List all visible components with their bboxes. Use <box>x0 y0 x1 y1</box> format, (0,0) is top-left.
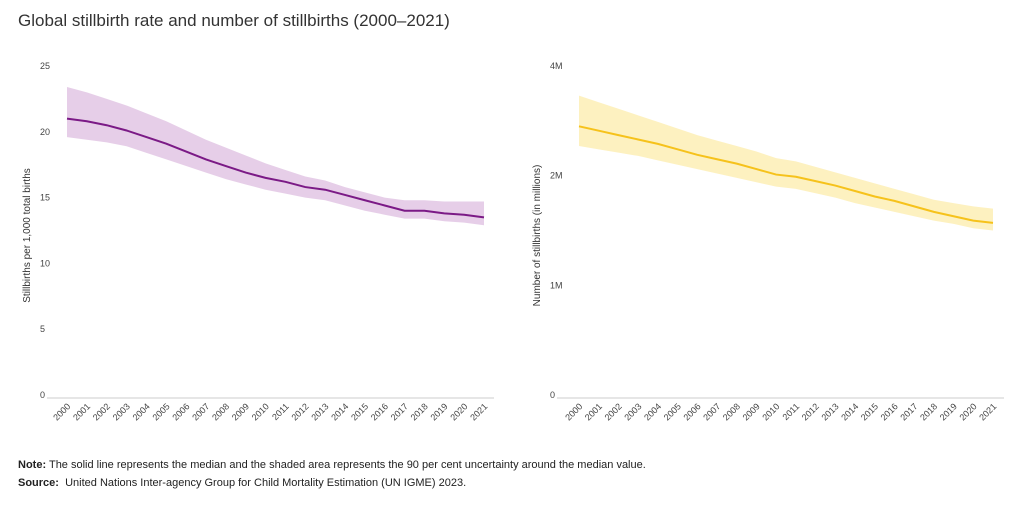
x-tick-label: 2011 <box>270 401 291 422</box>
x-tick-label: 2015 <box>349 401 370 422</box>
x-tick-label: 2001 <box>583 401 604 422</box>
x-tick-label: 2020 <box>957 401 978 422</box>
source: Source: United Nations Inter-agency Grou… <box>18 477 466 489</box>
x-tick-label: 2014 <box>329 401 350 422</box>
median-line <box>66 117 485 219</box>
x-tick-label: 2012 <box>800 401 821 422</box>
x-tick-label: 2014 <box>839 401 860 422</box>
x-tick-label: 2021 <box>977 401 998 422</box>
x-tick-label: 2017 <box>898 401 919 422</box>
x-tick-label: 2018 <box>409 401 430 422</box>
x-tick-label: 2009 <box>230 401 251 422</box>
y-tick-label: 2M <box>550 171 563 181</box>
note: Note: The solid line represents the medi… <box>18 459 646 471</box>
x-tick-label: 2003 <box>111 401 132 422</box>
x-tick-label: 2004 <box>131 401 152 422</box>
x-tick-label: 2021 <box>468 401 489 422</box>
chart: Global stillbirth rate and number of sti… <box>18 11 1004 423</box>
y-tick-label: 1M <box>550 280 563 290</box>
y-tick-label: 0 <box>40 390 45 400</box>
x-tick-label: 2001 <box>71 401 92 422</box>
note-text: The solid line represents the median and… <box>48 459 646 471</box>
median-line <box>578 125 994 224</box>
y-axis-title: Stillbirths per 1,000 total births <box>22 168 33 303</box>
source-text: United Nations Inter-agency Group for Ch… <box>65 477 467 489</box>
uncertainty-band <box>579 95 993 231</box>
x-tick-label: 2010 <box>250 401 271 422</box>
x-tick-label: 2008 <box>721 401 742 422</box>
source-label: Source: <box>18 477 59 489</box>
x-tick-label: 2013 <box>819 401 840 422</box>
x-tick-label: 2010 <box>760 401 781 422</box>
x-tick-label: 2007 <box>190 401 211 422</box>
x-tick-label: 2012 <box>289 401 310 422</box>
x-tick-label: 2000 <box>563 401 584 422</box>
x-tick-label: 2019 <box>938 401 959 422</box>
x-tick-label: 2017 <box>389 401 410 422</box>
x-tick-label: 2015 <box>859 401 880 422</box>
x-tick-label: 2003 <box>622 401 643 422</box>
x-tick-label: 2008 <box>210 401 231 422</box>
x-tick-label: 2006 <box>681 401 702 422</box>
chart-title: Global stillbirth rate and number of sti… <box>18 11 450 30</box>
x-tick-label: 2002 <box>91 401 112 422</box>
y-tick-label: 25 <box>40 61 50 71</box>
x-tick-label: 2005 <box>150 401 171 422</box>
y-tick-label: 15 <box>40 193 50 203</box>
y-tick-label: 0 <box>550 390 555 400</box>
x-tick-label: 2018 <box>918 401 939 422</box>
x-tick-label: 2006 <box>170 401 191 422</box>
x-tick-label: 2002 <box>603 401 624 422</box>
x-tick-label: 2016 <box>369 401 390 422</box>
y-axis-title: Number of stillbirths (in millions) <box>532 165 543 307</box>
y-tick-label: 4M <box>550 61 563 71</box>
y-tick-label: 5 <box>40 324 45 334</box>
x-tick-label: 2009 <box>741 401 762 422</box>
y-tick-label: 20 <box>40 127 50 137</box>
x-tick-label: 2004 <box>642 401 663 422</box>
x-tick-label: 2005 <box>662 401 683 422</box>
uncertainty-band <box>67 87 484 226</box>
y-tick-label: 10 <box>40 258 50 268</box>
note-label: Note: <box>18 459 47 471</box>
x-tick-label: 2000 <box>51 401 72 422</box>
x-tick-label: 2007 <box>701 401 722 422</box>
x-tick-label: 2011 <box>781 401 802 422</box>
x-tick-label: 2020 <box>448 401 469 422</box>
x-tick-label: 2016 <box>879 401 900 422</box>
x-tick-label: 2013 <box>309 401 330 422</box>
x-tick-label: 2019 <box>428 401 449 422</box>
